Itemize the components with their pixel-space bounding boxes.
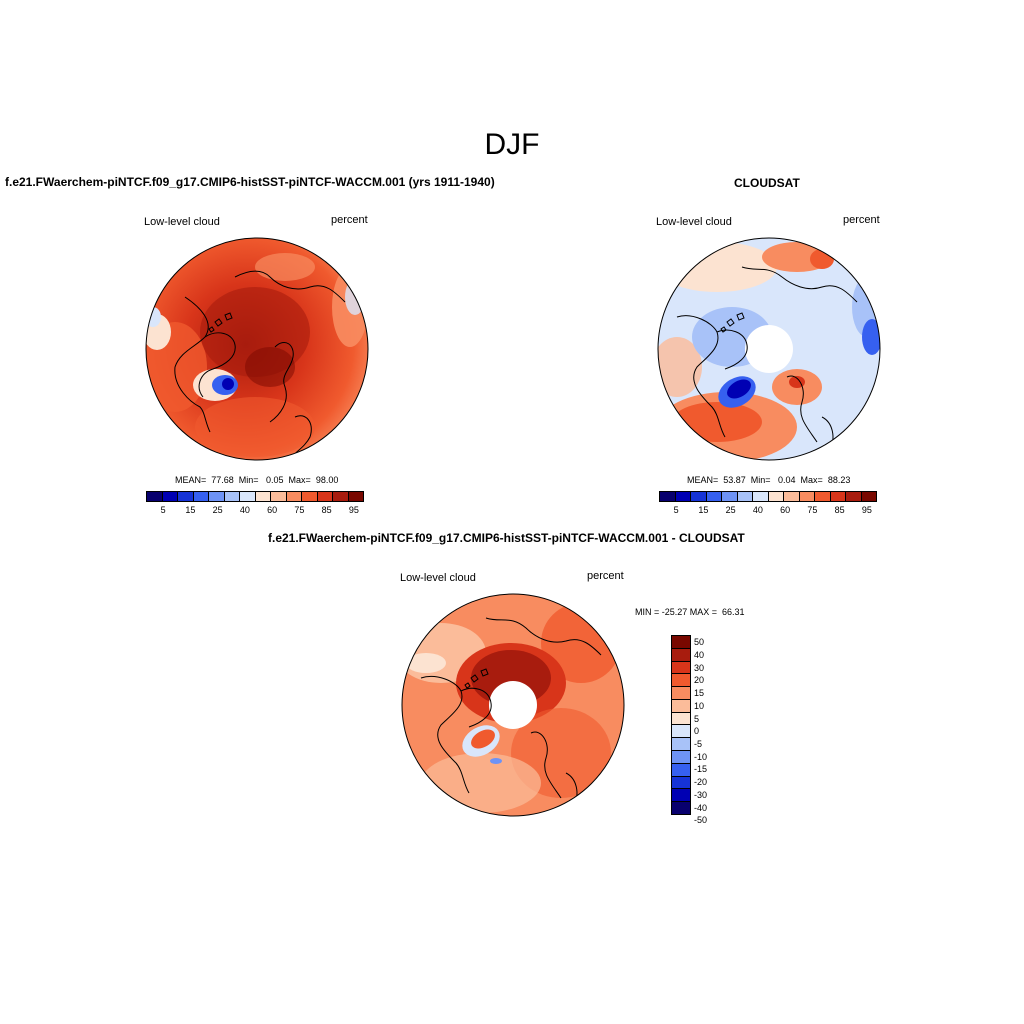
colorbar-tick-label: 85: [321, 505, 332, 515]
colorbar-swatch: [162, 492, 178, 501]
colorbar-swatch: [722, 492, 738, 501]
colorbar-swatch: [209, 492, 225, 501]
colorbar-tick-label: -5: [694, 738, 703, 749]
colorbar-swatch: [317, 492, 333, 501]
colorbar-tick-label: -20: [694, 777, 708, 788]
colorbar-tick-label: 40: [694, 649, 705, 660]
colorbar-swatch: [784, 492, 800, 501]
colorbar-tick-label: 75: [294, 505, 305, 515]
colorbar-tick-label: 0: [694, 726, 700, 737]
colorbar-tick-label: 60: [780, 505, 791, 515]
colorbar-swatch: [799, 492, 815, 501]
colorbar-swatch: [302, 492, 318, 501]
colorbar-tick-label: 5: [160, 505, 166, 515]
colorbar-tick-label: -50: [694, 815, 708, 826]
colorbar-tick-label: 15: [694, 688, 705, 699]
colorbar-swatch: [675, 492, 691, 501]
colorbar-tick-label: 5: [694, 713, 700, 724]
panel-diff-units: percent: [587, 570, 624, 582]
panel-diff-stats: MIN = -25.27 MAX = 66.31: [635, 607, 745, 617]
colorbar-swatch: [815, 492, 831, 501]
colorbar-swatch: [147, 492, 163, 501]
colorbar-swatch: [846, 492, 862, 501]
colorbar-tick-label: 85: [834, 505, 845, 515]
colorbar-tick-label: 30: [694, 662, 705, 673]
colorbar-tick-label: 40: [752, 505, 763, 515]
model-polar-map: [145, 237, 369, 461]
colorbar-tick-label: 60: [267, 505, 278, 515]
diff-polar-map: [401, 593, 625, 817]
colorbar-swatch: [672, 636, 690, 649]
colorbar-swatch: [672, 725, 690, 739]
panel-obs-units: percent: [843, 214, 880, 226]
colorbar-tick-label: -30: [694, 789, 708, 800]
colorbar-swatch: [672, 687, 690, 700]
panel-model-title: f.e21.FWaerchem-piNTCF.f09_g17.CMIP6-his…: [5, 175, 495, 189]
colorbar-swatch: [672, 763, 690, 777]
panel-model-stats: MEAN= 77.68 Min= 0.05 Max= 98.00: [175, 475, 339, 485]
colorbar-swatch: [737, 492, 753, 501]
colorbar-swatch: [672, 751, 690, 764]
colorbar-swatch: [672, 699, 690, 713]
colorbar-tick-label: 15: [698, 505, 709, 515]
colorbar-tick-label: 40: [239, 505, 250, 515]
colorbar-swatch: [753, 492, 769, 501]
colorbar-tick-label: 75: [807, 505, 818, 515]
colorbar-swatch: [224, 492, 240, 501]
panel-diff-title: f.e21.FWaerchem-piNTCF.f09_g17.CMIP6-his…: [268, 531, 745, 545]
colorbar-swatch: [861, 492, 876, 501]
colorbar-swatch: [178, 492, 194, 501]
colorbar-tick-label: 10: [694, 700, 705, 711]
colorbar-tick-label: 15: [185, 505, 196, 515]
colorbar-tick-label: -15: [694, 764, 708, 775]
obs-colorbar: [659, 491, 877, 502]
panel-diff-variable: Low-level cloud: [400, 572, 476, 584]
colorbar-swatch: [672, 648, 690, 662]
colorbar-tick-label: 5: [673, 505, 679, 515]
colorbar-swatch: [672, 802, 690, 814]
colorbar-swatch: [672, 661, 690, 675]
panel-obs-variable: Low-level cloud: [656, 216, 732, 228]
colorbar-swatch: [271, 492, 287, 501]
colorbar-swatch: [830, 492, 846, 501]
colorbar-swatch: [286, 492, 302, 501]
colorbar-tick-label: -40: [694, 802, 708, 813]
colorbar-swatch: [333, 492, 349, 501]
colorbar-swatch: [691, 492, 707, 501]
colorbar-swatch: [672, 674, 690, 688]
colorbar-swatch: [255, 492, 271, 501]
colorbar-tick-label: 25: [212, 505, 223, 515]
colorbar-tick-label: -10: [694, 751, 708, 762]
obs-colorbar-ticks: 5 15 25 40 60 75 85 95: [659, 505, 877, 517]
panel-model-units: percent: [331, 214, 368, 226]
colorbar-tick-label: 50: [694, 637, 705, 648]
colorbar-swatch: [672, 712, 690, 726]
colorbar-swatch: [193, 492, 209, 501]
diff-colorbar: [671, 635, 691, 815]
model-colorbar-ticks: 5 15 25 40 60 75 85 95: [146, 505, 364, 517]
colorbar-swatch: [768, 492, 784, 501]
colorbar-swatch: [672, 738, 690, 752]
colorbar-tick-label: 20: [694, 675, 705, 686]
panel-obs-title: CLOUDSAT: [734, 176, 800, 190]
figure-title: DJF: [484, 128, 540, 161]
colorbar-swatch: [706, 492, 722, 501]
colorbar-swatch: [672, 776, 690, 790]
diff-colorbar-ticks: 50 40 30 20 15 10 5 0 -5 -10 -15 -20 -30 -40 -50: [694, 635, 734, 825]
colorbar-swatch: [660, 492, 676, 501]
colorbar-swatch: [672, 789, 690, 803]
colorbar-tick-label: 25: [725, 505, 736, 515]
colorbar-swatch: [240, 492, 256, 501]
colorbar-tick-label: 95: [348, 505, 359, 515]
model-colorbar: [146, 491, 364, 502]
colorbar-swatch: [348, 492, 363, 501]
obs-polar-map: [657, 237, 881, 461]
colorbar-tick-label: 95: [861, 505, 872, 515]
panel-obs-stats: MEAN= 53.87 Min= 0.04 Max= 88.23: [687, 475, 851, 485]
panel-model-variable: Low-level cloud: [144, 216, 220, 228]
